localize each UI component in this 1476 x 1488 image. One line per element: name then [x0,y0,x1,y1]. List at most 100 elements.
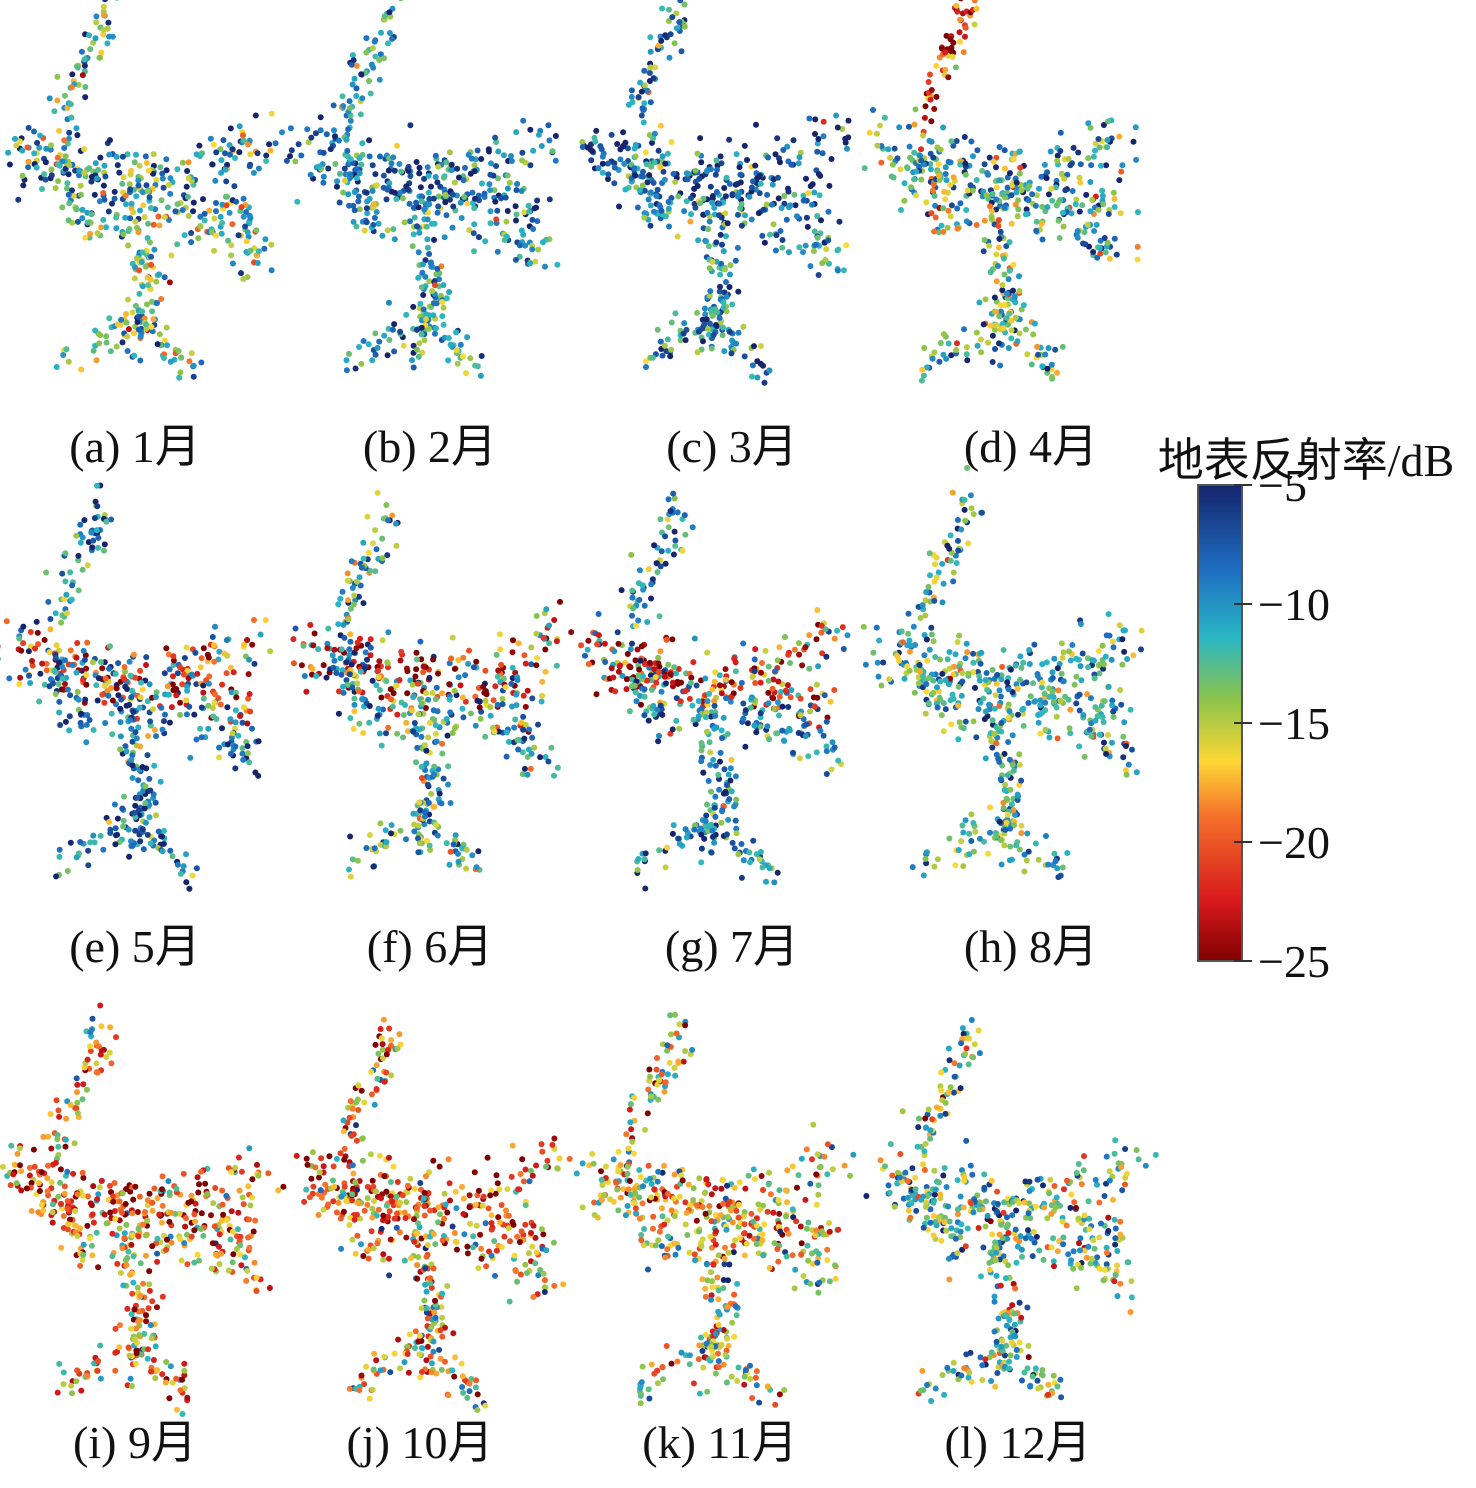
scatter-point [973,329,980,336]
scatter-point [62,657,68,664]
scatter-point [13,1180,20,1187]
scatter-point [529,734,536,741]
scatter-point [928,138,935,145]
scatter-point [447,848,454,855]
scatter-point [157,778,164,785]
scatter-point [957,161,964,168]
scatter-point [413,649,420,656]
scatter-point [126,853,133,860]
scatter-point [980,321,987,328]
scatter-point [922,103,929,110]
scatter-point [1052,346,1059,353]
scatter-point [1111,235,1118,242]
scatter-point [936,358,943,365]
scatter-point [999,282,1006,288]
scatter-point [522,703,529,710]
scatter-point [1088,162,1095,169]
scatter-point [982,677,989,683]
scatter-point [651,542,658,549]
scatter-point [255,165,262,172]
scatter-point [965,670,972,677]
scatter-point [385,724,392,731]
scatter-point [773,730,780,737]
scatter-point [136,267,143,274]
scatter-point [976,677,983,684]
scatter-point [180,863,187,870]
scatter-point [369,162,376,169]
scatter-point [391,348,398,355]
scatter-point [688,211,694,218]
scatter-point [737,685,744,691]
scatter-point [779,703,786,710]
scatter-point [642,358,649,365]
scatter-point [514,181,521,187]
scatter-point [675,193,682,200]
scatter-point [423,311,430,318]
scatter-point [211,215,218,222]
scatter-point [225,237,232,244]
scatter-point [709,833,716,840]
scatter-point [16,138,23,145]
scatter-point [611,164,618,171]
scatter-point [1055,687,1062,694]
scatter-point [494,673,501,680]
scatter-point [487,171,494,178]
scatter-point [147,276,154,283]
scatter-point [922,855,929,862]
scatter-point [376,730,383,737]
scatter-point [927,166,934,173]
scatter-point [764,191,771,198]
scatter-point [180,1170,187,1177]
scatter-point [1006,310,1013,317]
scatter-point [509,649,516,656]
scatter-point [981,217,988,224]
scatter-point [945,74,952,81]
scatter-point [34,629,41,636]
scatter-point [143,182,150,189]
scatter-point [647,202,654,209]
scatter-point [991,294,998,301]
scatter-point [1023,679,1030,686]
scatter-point [188,350,195,357]
scatter-point [1108,656,1115,663]
scatter-point [372,568,379,575]
scatter-point [1058,670,1065,677]
scatter-point [1051,655,1058,662]
scatter-point [665,198,672,205]
scatter-point [292,158,299,165]
scatter-point [219,725,225,732]
scatter-point [320,662,327,669]
scatter-point [948,721,955,728]
scatter-point [368,61,375,68]
scatter-point [512,203,519,210]
scatter-point [44,1175,51,1182]
scatter-point [502,684,509,691]
scatter-point [80,1081,87,1088]
scatter-point [332,133,338,140]
scatter-point [205,702,212,709]
scatter-point [1119,636,1126,643]
scatter-point [213,200,219,206]
scatter-point [970,511,977,518]
scatter-point [331,657,338,664]
scatter-point [31,1163,38,1170]
scatter-point [1122,627,1128,634]
scatter-point [926,646,933,653]
scatter-point [1016,170,1023,177]
scatter-point [396,677,403,683]
scatter-point [298,152,305,159]
scatter-point [982,296,989,303]
scatter-point [200,196,206,203]
scatter-point [404,668,411,675]
scatter-point [344,577,351,584]
scatter-point [1110,189,1117,196]
scatter-point [528,661,535,668]
scatter-point [728,694,735,701]
scatter-point [620,129,627,136]
scatter-point [25,648,32,655]
scatter-point [119,339,126,346]
scatter-point [1016,273,1022,280]
scatter-point [434,209,441,216]
scatter-point [85,862,92,869]
scatter-point [262,617,269,623]
